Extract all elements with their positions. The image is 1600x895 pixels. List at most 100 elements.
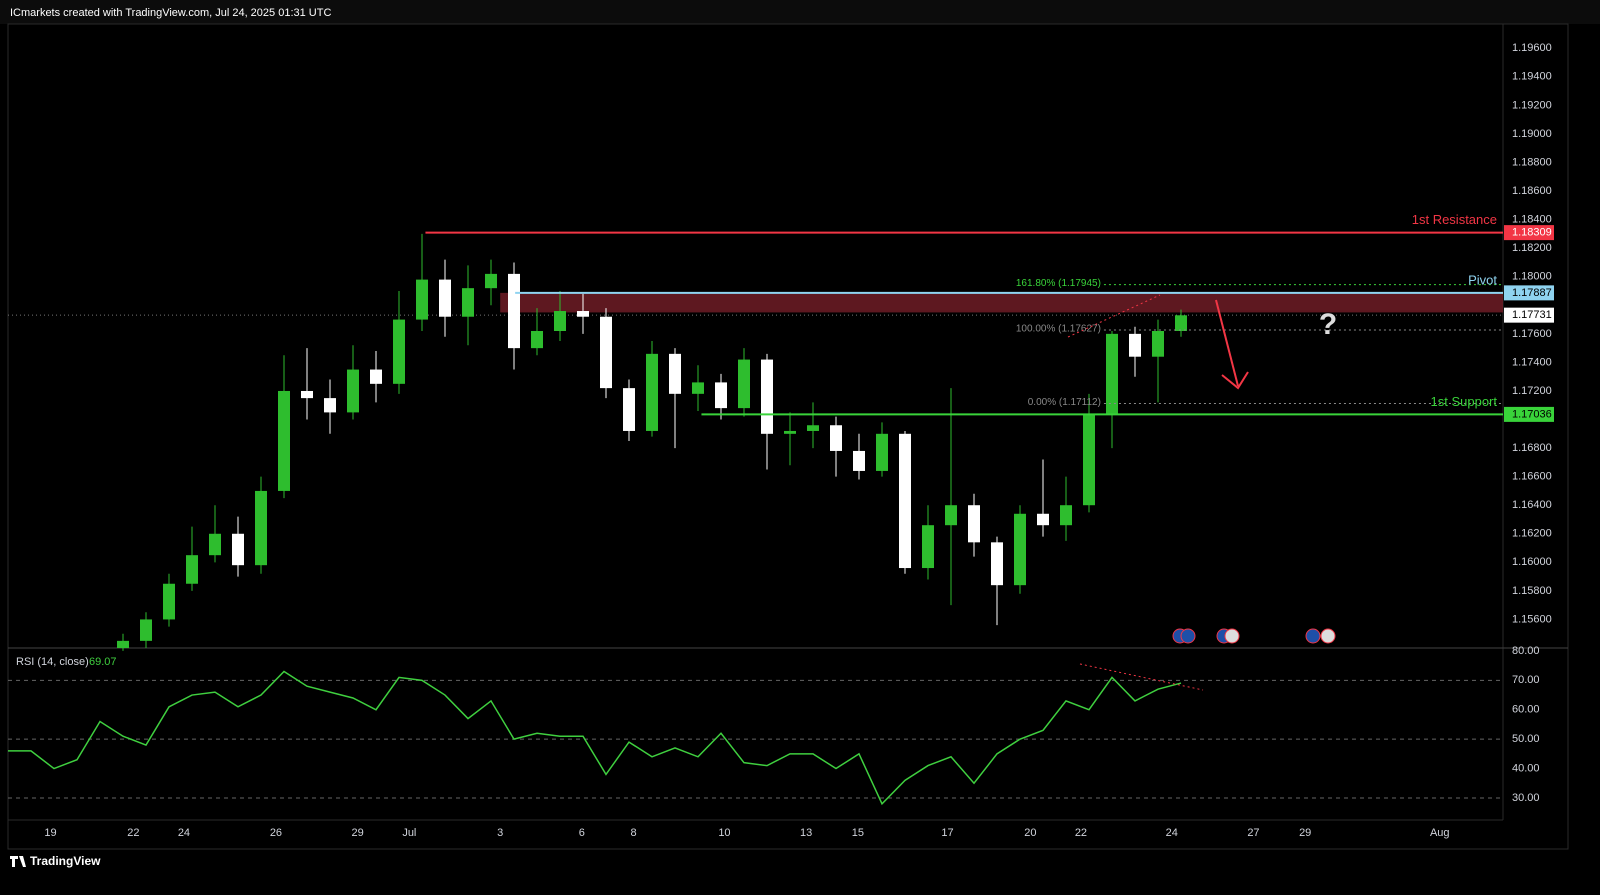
candle-body bbox=[485, 273, 497, 289]
candle-body bbox=[255, 490, 267, 566]
x-tick-label: 20 bbox=[1024, 827, 1036, 839]
candle-body bbox=[669, 353, 681, 394]
candle-body bbox=[692, 382, 704, 394]
price-tag-label: 1.17036 bbox=[1512, 408, 1552, 420]
candle-body bbox=[1106, 333, 1118, 414]
candle-body bbox=[577, 311, 589, 317]
x-tick-label: Aug bbox=[1430, 827, 1450, 839]
candle-body bbox=[278, 390, 290, 491]
candle-body bbox=[784, 430, 796, 434]
x-tick-label: 22 bbox=[1075, 827, 1087, 839]
y-tick-label: 1.15600 bbox=[1512, 613, 1552, 625]
candle-body bbox=[1175, 315, 1187, 332]
x-tick-label: 10 bbox=[718, 827, 730, 839]
x-tick-label: 29 bbox=[1299, 827, 1311, 839]
y-tick-label: 80.00 bbox=[1512, 645, 1540, 657]
event-icon[interactable] bbox=[1305, 628, 1321, 644]
y-tick-label: 1.19200 bbox=[1512, 99, 1552, 111]
x-tick-label: 22 bbox=[127, 827, 139, 839]
y-tick-label: 1.18400 bbox=[1512, 214, 1552, 226]
x-tick-label: 3 bbox=[497, 827, 503, 839]
event-icons bbox=[1172, 628, 1336, 644]
candle-body bbox=[1129, 333, 1141, 357]
brand-name: TradingView bbox=[30, 854, 101, 868]
candle-body bbox=[991, 542, 1003, 586]
rsi-value: 69.07 bbox=[89, 656, 117, 668]
brand-logo bbox=[10, 856, 26, 867]
y-tick-label: 1.17200 bbox=[1512, 385, 1552, 397]
y-tick-label: 1.16000 bbox=[1512, 556, 1552, 568]
candle-body bbox=[738, 359, 750, 409]
candle-body bbox=[209, 533, 221, 556]
candle-body bbox=[347, 369, 359, 413]
fib-label: 100.00% (1.17627) bbox=[1016, 324, 1101, 335]
x-tick-label: 15 bbox=[852, 827, 864, 839]
zone bbox=[500, 292, 1503, 313]
candle-body bbox=[301, 390, 313, 399]
candle-body bbox=[370, 369, 382, 384]
fib-label: 0.00% (1.17112) bbox=[1028, 397, 1101, 408]
price-tag-label: 1.17731 bbox=[1512, 309, 1552, 321]
arrow-shaft bbox=[1215, 299, 1239, 387]
header-title: ICmarkets created with TradingView.com, … bbox=[10, 7, 331, 19]
candle-body bbox=[117, 640, 129, 648]
candle-body bbox=[416, 279, 428, 320]
y-tick-label: 1.18800 bbox=[1512, 156, 1552, 168]
candle-body bbox=[1037, 513, 1049, 526]
candle-body bbox=[646, 353, 658, 431]
y-tick-label: 1.19400 bbox=[1512, 71, 1552, 83]
y-tick-label: 1.16200 bbox=[1512, 528, 1552, 540]
y-tick-label: 1.18600 bbox=[1512, 185, 1552, 197]
candle-body bbox=[439, 279, 451, 317]
chart-frame bbox=[7, 23, 1569, 850]
candle-body bbox=[623, 388, 635, 431]
drawings bbox=[1067, 294, 1336, 691]
y-tick-label: 1.17600 bbox=[1512, 328, 1552, 340]
candle-body bbox=[186, 555, 198, 584]
candle-body bbox=[1014, 513, 1026, 586]
x-tick-label: 19 bbox=[44, 827, 56, 839]
price-tag bbox=[1504, 225, 1554, 241]
level-name: Pivot bbox=[1468, 272, 1497, 287]
candle-body bbox=[324, 398, 336, 413]
candle-body bbox=[1060, 505, 1072, 526]
rsi-trend-line bbox=[1079, 663, 1204, 691]
y-tick-label: 1.18000 bbox=[1512, 271, 1552, 283]
x-tick-label: 24 bbox=[178, 827, 190, 839]
x-tick-label: 26 bbox=[270, 827, 282, 839]
price-tag-label: 1.18309 bbox=[1512, 227, 1552, 239]
x-tick-label: 17 bbox=[941, 827, 953, 839]
candle-body bbox=[140, 619, 152, 641]
candle-body bbox=[899, 433, 911, 569]
rsi-line bbox=[8, 670, 1182, 806]
event-icon[interactable] bbox=[1224, 628, 1240, 644]
candle-body bbox=[554, 311, 566, 332]
candle-body bbox=[232, 533, 244, 566]
event-icon[interactable] bbox=[1320, 628, 1336, 644]
candle-body bbox=[830, 425, 842, 451]
candle-body bbox=[807, 425, 819, 431]
y-tick-label: 1.16800 bbox=[1512, 442, 1552, 454]
y-tick-label: 1.16400 bbox=[1512, 499, 1552, 511]
candle-body bbox=[600, 316, 612, 389]
candle-body bbox=[1083, 413, 1095, 506]
price-tag bbox=[1504, 285, 1554, 301]
x-tick-label: Jul bbox=[402, 827, 416, 839]
y-tick-label: 1.17400 bbox=[1512, 356, 1552, 368]
x-tick-label: 27 bbox=[1247, 827, 1259, 839]
event-icon[interactable] bbox=[1180, 628, 1196, 644]
x-tick-label: 13 bbox=[800, 827, 812, 839]
y-tick-label: 1.15800 bbox=[1512, 585, 1552, 597]
plot-layer: 1.19600 1.19400 1.19200 1.19000 1.18800 1.186… bbox=[8, 42, 1552, 839]
fib-label: 161.80% (1.17945) bbox=[1016, 278, 1101, 289]
y-tick-label: 1.19000 bbox=[1512, 128, 1552, 140]
level-name: 1st Support bbox=[1431, 394, 1498, 409]
y-tick-label: 1.18200 bbox=[1512, 242, 1552, 254]
y-tick-label: 70.00 bbox=[1512, 674, 1540, 686]
candle-body bbox=[761, 359, 773, 434]
level-name: 1st Resistance bbox=[1412, 212, 1497, 227]
price-tag bbox=[1504, 406, 1554, 422]
x-tick-label: 6 bbox=[579, 827, 585, 839]
